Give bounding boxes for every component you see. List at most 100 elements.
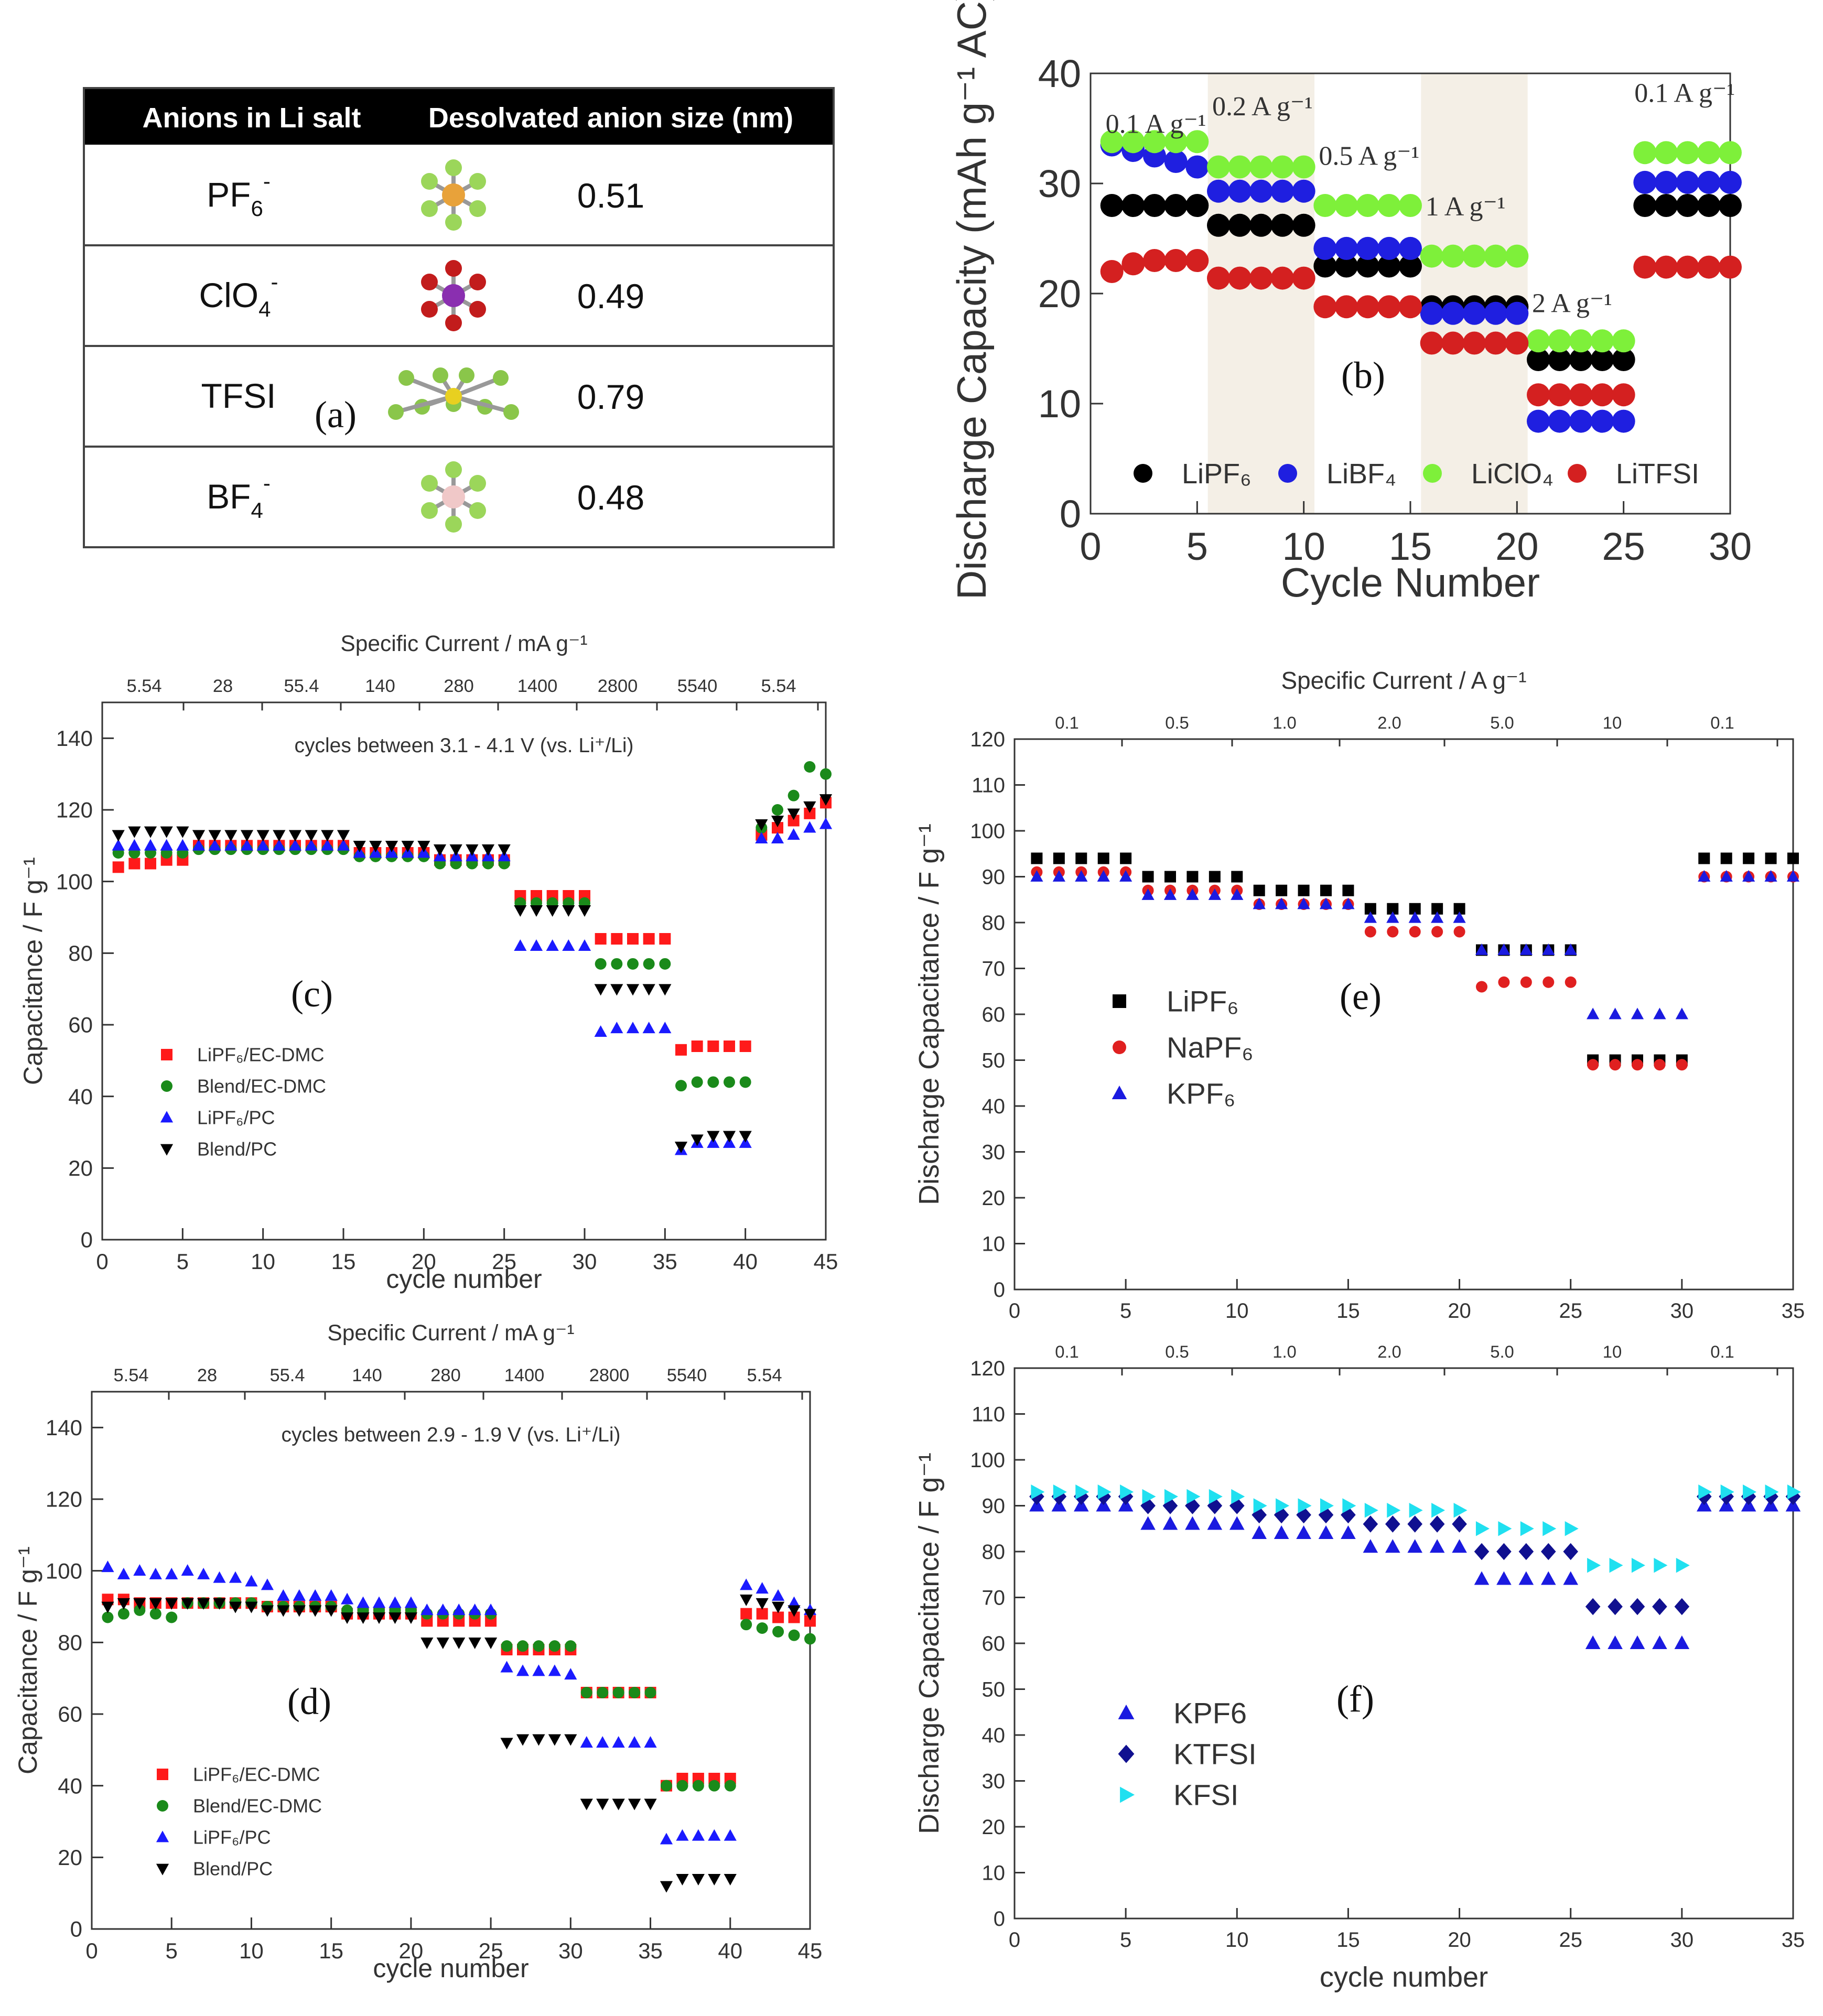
y-tick-label: 30 — [982, 1770, 1006, 1793]
x-tick-label: 5 — [1186, 525, 1208, 568]
data-point — [1542, 943, 1555, 955]
legend-f: KPF6 KTFSI KFSI — [1118, 1697, 1257, 1812]
data-point — [1741, 1488, 1756, 1505]
data-point — [820, 768, 832, 780]
data-point — [1276, 884, 1288, 896]
legend-entry: LiPF₆/EC-DMC — [193, 1764, 320, 1785]
y-tick-label: 60 — [982, 1632, 1006, 1655]
data-point — [612, 1736, 625, 1748]
series-c-3 — [112, 794, 833, 1153]
molecule-atom — [445, 461, 462, 478]
data-point — [1429, 1515, 1445, 1533]
data-point — [1653, 1007, 1666, 1020]
data-point — [357, 1596, 370, 1608]
data-point — [580, 1798, 593, 1811]
data-point — [692, 1780, 704, 1792]
top-axis-title: Specific Current / A g⁻¹ — [1281, 667, 1526, 694]
data-point — [1420, 244, 1443, 268]
data-point — [803, 821, 816, 833]
series-e-2 — [1030, 870, 1800, 1020]
legend-entry: LiPF₆/PC — [197, 1107, 275, 1129]
data-point — [1563, 1543, 1579, 1560]
data-point — [722, 1131, 736, 1143]
data-point — [145, 858, 156, 870]
data-point — [627, 933, 639, 945]
data-point — [256, 839, 269, 851]
data-point — [404, 1596, 417, 1608]
data-point — [1527, 348, 1550, 371]
data-point — [1313, 254, 1337, 278]
rate-band — [1421, 73, 1528, 514]
data-point — [1274, 1506, 1289, 1524]
legend-b: LiPF₆ LiBF₄ LiClO₄ LiTFSI — [1134, 458, 1699, 490]
legend-c: LiPF₆/EC-DMC Blend/EC-DMC LiPF₆/PC Blend/PC — [160, 1044, 326, 1160]
y-tick-label: 20 — [1038, 272, 1081, 316]
data-point — [1275, 897, 1288, 909]
data-point — [144, 826, 157, 838]
data-point — [436, 1637, 449, 1649]
molecule-atom — [388, 404, 404, 420]
data-point — [772, 1601, 785, 1613]
data-point — [1335, 236, 1358, 260]
data-point — [1031, 852, 1043, 864]
legend-entry: KPF₆ — [1167, 1077, 1236, 1110]
x-tick-label: 15 — [1336, 1299, 1360, 1323]
data-point — [804, 761, 816, 773]
data-point — [1164, 194, 1188, 217]
top-axis-tick-label: 2800 — [589, 1365, 630, 1385]
data-point — [1453, 1502, 1468, 1518]
data-point — [1743, 1484, 1757, 1500]
data-point — [642, 1022, 655, 1034]
data-point — [1540, 1571, 1556, 1585]
data-point — [546, 939, 559, 951]
top-axis-tick-label: 5.54 — [114, 1365, 149, 1385]
data-point — [208, 830, 221, 842]
data-point — [627, 958, 639, 970]
data-point — [1697, 141, 1721, 165]
data-point — [565, 1640, 577, 1652]
data-point — [1630, 1635, 1645, 1650]
chart-panel-d: 0 5 10 15 20 25 30 35 40 45 0 20 40 60 80 100 120 140 cycl… — [13, 1321, 822, 1983]
data-point — [1765, 1484, 1779, 1500]
data-point — [1387, 903, 1399, 915]
data-point — [788, 1605, 801, 1617]
x-tick-label: 5 — [177, 1249, 189, 1274]
rate-label: 1 A g⁻¹ — [1426, 192, 1506, 222]
data-point — [1209, 1489, 1223, 1504]
data-point — [1609, 1007, 1622, 1020]
data-point — [1527, 329, 1550, 353]
data-point — [420, 1637, 434, 1649]
data-point — [1185, 155, 1209, 179]
data-point — [1674, 1635, 1690, 1650]
data-point — [804, 1615, 816, 1627]
anion-name: PF6- — [207, 169, 271, 221]
data-point — [1441, 331, 1465, 355]
data-point — [1207, 155, 1230, 179]
y-tick-label: 10 — [1038, 382, 1081, 426]
anion-name: BF4- — [207, 471, 271, 523]
data-point — [213, 1571, 226, 1583]
data-point — [659, 1022, 672, 1034]
data-point — [1387, 926, 1399, 938]
data-point — [610, 1022, 623, 1034]
x-tick-label: 25 — [492, 1249, 516, 1274]
molecule-atom — [421, 502, 438, 519]
legend-marker — [156, 1830, 169, 1842]
data-point — [1118, 1488, 1134, 1505]
legend-entry: Blend/EC-DMC — [193, 1795, 322, 1817]
x-tick-label: 25 — [1559, 1299, 1582, 1323]
x-tick-label: 45 — [814, 1249, 838, 1274]
data-point — [149, 1598, 162, 1610]
y-tick-label: 60 — [68, 1013, 93, 1037]
legend-entry: KTFSI — [1173, 1738, 1257, 1771]
anion-subscript: 4 — [251, 498, 263, 523]
data-point — [562, 939, 575, 951]
data-point — [629, 1687, 641, 1698]
y-tick-label: 20 — [982, 1816, 1006, 1839]
data-point — [1207, 1497, 1223, 1514]
anion-base: ClO — [199, 276, 258, 315]
data-point — [389, 1596, 402, 1608]
data-point — [594, 984, 607, 996]
legend-entry: Blend/PC — [193, 1858, 273, 1880]
data-point — [516, 1664, 530, 1676]
